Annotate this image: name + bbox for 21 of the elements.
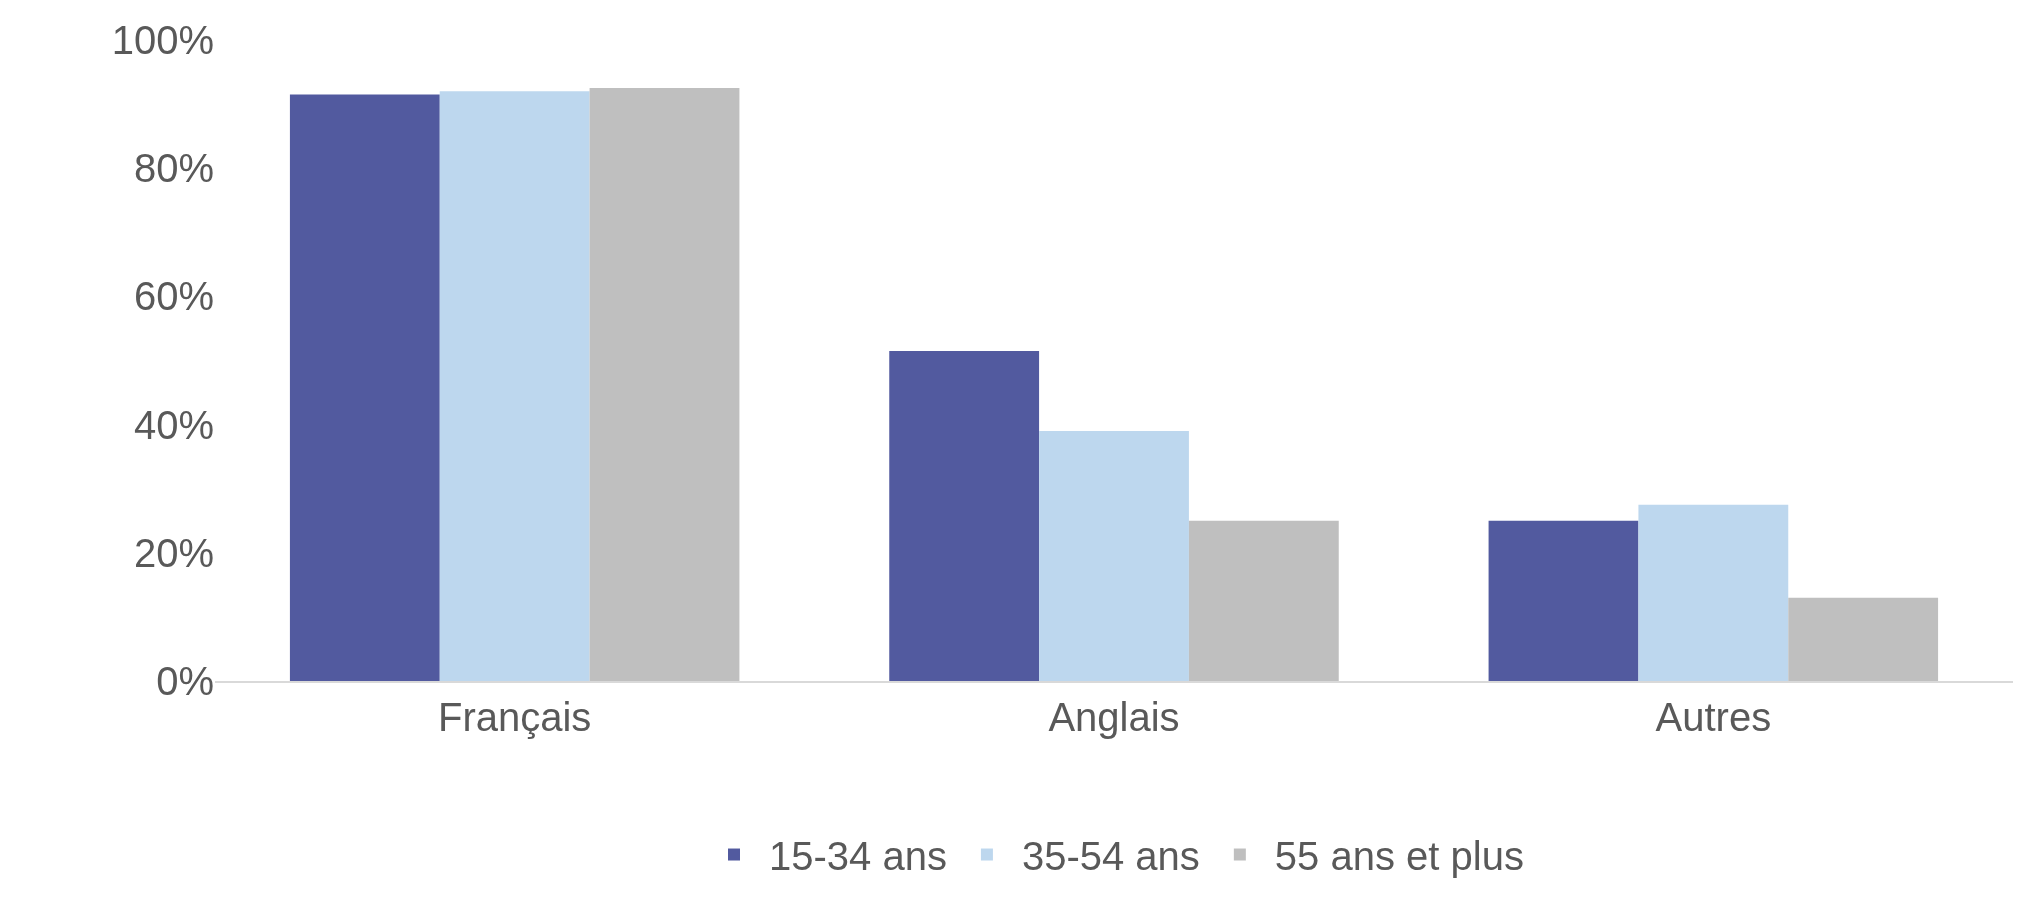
y-tick-label: 60% [133, 274, 214, 319]
bar [889, 350, 1040, 681]
bar [589, 88, 740, 681]
y-tick-label: 100% [111, 18, 214, 62]
y-tick-label: 40% [133, 402, 214, 447]
legend-label: 55 ans et plus [1274, 834, 1524, 879]
bar [1188, 520, 1339, 681]
x-tick-label: Anglais [1048, 695, 1180, 739]
bar [289, 94, 440, 681]
y-tick-label: 80% [133, 146, 214, 191]
bar [1488, 520, 1639, 681]
y-tick-label: 0% [156, 659, 214, 703]
legend-label: 15-34 ans [769, 834, 947, 879]
x-tick-label: Autres [1655, 695, 1772, 739]
bar [1039, 431, 1189, 681]
bar [1788, 597, 1939, 681]
x-tick-label: Français [437, 695, 592, 739]
bar [439, 91, 590, 681]
legend-label: 35-54 ans [1021, 834, 1200, 879]
bar [1638, 504, 1789, 681]
y-tick-label: 20% [133, 530, 214, 575]
